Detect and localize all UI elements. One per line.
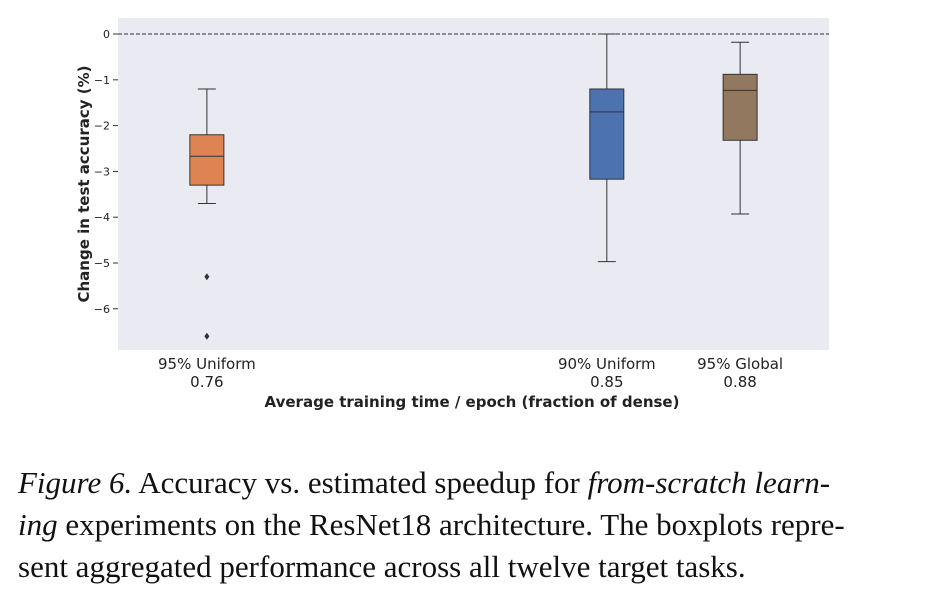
x-value-label: 0.85 (590, 373, 623, 391)
category-label: 90% Uniform (558, 355, 656, 373)
figure-label: Figure 6. (18, 465, 133, 500)
caption-line-3: sent aggregated performance across all t… (18, 546, 918, 588)
caption-line-1: Figure 6. Accuracy vs. estimated speedup… (18, 462, 918, 504)
x-value-label: 0.76 (190, 373, 223, 391)
x-axis-title: Average training time / epoch (fraction … (265, 393, 680, 411)
box-body (722, 73, 758, 141)
y-axis-title: Change in test accuracy (%) (75, 65, 93, 302)
y-axis-ticks: 0 −1 −2 −3 −4 −5 −6 (94, 28, 118, 316)
outlier-point (204, 273, 210, 281)
y-tick-label: −2 (94, 120, 110, 133)
category-label: 95% Global (697, 355, 783, 373)
outlier-point (204, 332, 210, 340)
y-tick-label: −4 (94, 211, 110, 224)
y-tick-label: −5 (94, 257, 110, 270)
x-value-label: 0.88 (723, 373, 756, 391)
figure-caption: Figure 6. Accuracy vs. estimated speedup… (18, 462, 918, 588)
caption-text-3: sent aggregated performance across all t… (18, 549, 746, 584)
y-tick-label: −1 (94, 74, 110, 87)
caption-text-1: Accuracy vs. estimated speedup for (132, 465, 588, 500)
box-body (189, 134, 225, 186)
caption-italic-2: ing (18, 507, 58, 542)
caption-text-2: experiments on the ResNet18 architecture… (57, 507, 845, 542)
caption-italic-1: from-scratch learn- (587, 465, 831, 500)
category-label: 95% Uniform (158, 355, 256, 373)
y-tick-label: −3 (94, 165, 110, 178)
y-tick-label: 0 (103, 28, 110, 41)
box-body (589, 88, 625, 180)
y-tick-label: −6 (94, 303, 110, 316)
plot-area (118, 18, 829, 350)
caption-line-2: ing experiments on the ResNet18 architec… (18, 504, 918, 546)
